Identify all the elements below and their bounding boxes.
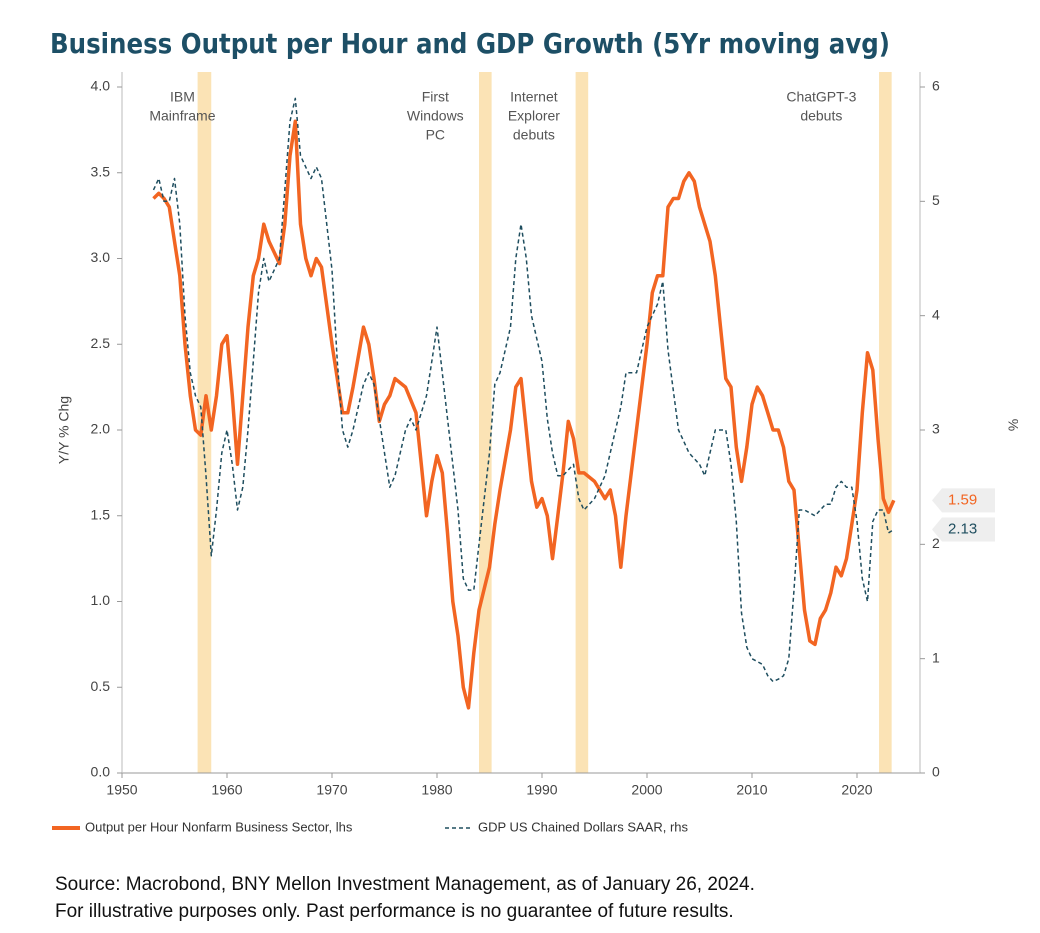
y2-axis-label: % xyxy=(1005,419,1021,431)
y-tick-label: 1.5 xyxy=(91,506,111,522)
event-band xyxy=(575,72,589,773)
end-label-box xyxy=(932,488,995,513)
event-label: debuts xyxy=(513,127,555,143)
x-tick-label: 1960 xyxy=(211,782,242,798)
x-tick-label: 1990 xyxy=(526,782,557,798)
y2-tick-label: 3 xyxy=(932,421,940,437)
x-tick-label: 1970 xyxy=(316,782,347,798)
event-label: PC xyxy=(426,127,445,143)
event-label: IBM xyxy=(170,89,195,105)
end-label: 1.59 xyxy=(948,491,977,508)
y2-tick-label: 2 xyxy=(932,535,940,551)
event-label: debuts xyxy=(800,108,842,124)
y2-tick-label: 0 xyxy=(932,764,940,780)
series-line xyxy=(152,119,896,710)
y-tick-label: 0.0 xyxy=(91,764,111,780)
event-label: Mainframe xyxy=(149,108,215,124)
y-tick-label: 2.5 xyxy=(91,335,111,351)
event-label: ChatGPT-3 xyxy=(786,89,856,105)
y-tick-label: 4.0 xyxy=(91,78,111,94)
y2-tick-label: 1 xyxy=(932,649,940,665)
y-axis-label: Y/Y % Chg xyxy=(56,396,72,464)
end-label-box xyxy=(932,517,995,542)
source-line: For illustrative purposes only. Past per… xyxy=(55,901,734,922)
x-tick-label: 2000 xyxy=(631,782,662,798)
y2-tick-label: 5 xyxy=(932,192,940,208)
event-label: First xyxy=(422,89,449,105)
x-tick-label: 2020 xyxy=(841,782,872,798)
event-label: Explorer xyxy=(508,108,560,124)
end-label: 2.13 xyxy=(948,520,977,537)
event-label: Internet xyxy=(510,89,558,105)
chart-title: Business Output per Hour and GDP Growth … xyxy=(50,27,890,60)
legend-label: GDP US Chained Dollars SAAR, rhs xyxy=(478,819,689,834)
y-tick-label: 0.5 xyxy=(91,678,111,694)
y-tick-label: 2.0 xyxy=(91,421,111,437)
event-band xyxy=(197,72,212,773)
legend-label: Output per Hour Nonfarm Business Sector,… xyxy=(85,819,353,834)
y-tick-label: 3.5 xyxy=(91,163,111,179)
source-line: Source: Macrobond, BNY Mellon Investment… xyxy=(55,874,755,895)
event-band xyxy=(879,72,892,773)
x-tick-label: 1980 xyxy=(421,782,452,798)
x-tick-label: 2010 xyxy=(736,782,767,798)
x-tick-label: 1950 xyxy=(106,782,137,798)
y2-tick-label: 4 xyxy=(932,306,940,322)
series-line xyxy=(152,97,895,683)
event-label: Windows xyxy=(407,108,464,124)
event-band xyxy=(479,72,492,773)
y-tick-label: 1.0 xyxy=(91,592,111,608)
y2-tick-label: 6 xyxy=(932,78,940,94)
y-tick-label: 3.0 xyxy=(91,249,111,265)
